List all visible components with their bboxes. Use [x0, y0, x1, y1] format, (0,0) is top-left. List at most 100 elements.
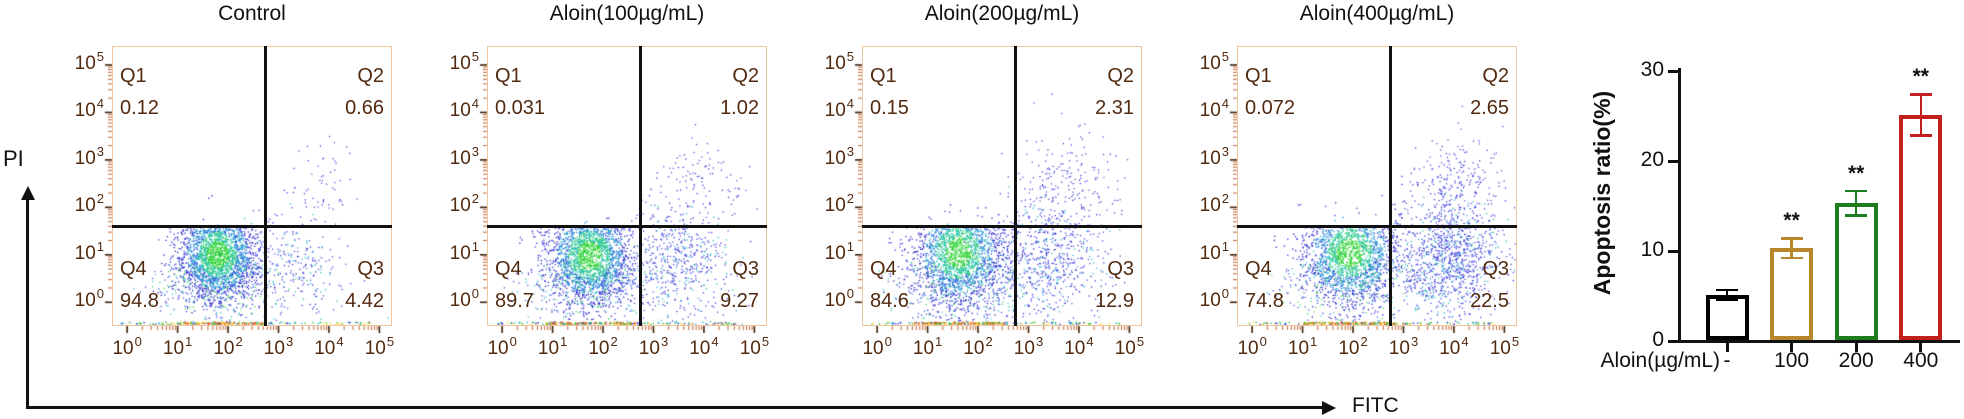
tick-exponent: 5 [1511, 334, 1520, 349]
tick-base: 10 [74, 147, 96, 169]
quadrant-divider-horizontal [862, 225, 1142, 228]
tick-exponent: 5 [761, 334, 770, 349]
error-bar-cap-bottom [1780, 256, 1803, 260]
quadrant-value-q3: 22.5 [1470, 290, 1509, 312]
x-tick-label: 101 [906, 334, 950, 360]
y-tick-label: 103 [806, 144, 854, 170]
tick-base: 10 [862, 338, 884, 359]
tick-exponent: 3 [96, 143, 104, 159]
y-tick-label: 104 [1181, 96, 1229, 122]
y-tick-label: 102 [56, 191, 104, 217]
tick-base: 10 [162, 338, 185, 359]
tick-base: 10 [824, 242, 846, 264]
significance-marker: ** [1783, 209, 1800, 233]
tick-exponent: 5 [846, 48, 854, 64]
arrowhead-up-icon [20, 186, 35, 200]
tick-exponent: 1 [1221, 238, 1229, 254]
tick-base: 10 [1439, 338, 1461, 359]
quadrant-block-q2: Q2 2.65 [1389, 60, 1509, 124]
x-tick-label: 104 [307, 334, 351, 360]
y-tick [1668, 159, 1678, 163]
quadrant-value-q1: 0.15 [870, 97, 909, 119]
y-tick-label: 30 [1640, 58, 1664, 81]
quadrant-label-q2: Q2 [732, 65, 759, 87]
tick-base: 10 [1338, 338, 1360, 359]
quadrant-block-q4: Q4 89.7 [495, 253, 534, 317]
y-tick-label: 101 [431, 239, 479, 265]
quadrant-block-q3: Q3 4.42 [264, 253, 384, 317]
quadrant-value-q1: 0.072 [1245, 97, 1296, 119]
bar [1899, 115, 1943, 340]
quadrant-value-q2: 1.02 [720, 97, 759, 119]
quadrant-divider-vertical [1013, 46, 1017, 326]
plot-area [487, 46, 767, 326]
tick-exponent: 4 [96, 96, 104, 112]
x-tick-label: 101 [531, 334, 575, 360]
tick-base: 10 [1199, 52, 1221, 74]
tick-base: 10 [963, 338, 985, 359]
tick-base: 10 [263, 338, 285, 359]
x-tick-label: 105 [357, 334, 401, 360]
tick-base: 10 [588, 338, 610, 359]
x-tick-label: 103 [631, 334, 675, 360]
x-tick-label: 105 [732, 334, 776, 360]
tick-exponent: 0 [96, 286, 104, 302]
tick-exponent: 2 [1360, 334, 1368, 349]
tick-exponent: 1 [185, 334, 193, 349]
y-tick-label: 100 [1181, 286, 1229, 312]
category-label: 200 [1838, 349, 1874, 372]
quadrant-label-q1: Q1 [495, 65, 522, 87]
quadrant-divider-horizontal [112, 225, 392, 228]
tick-base: 10 [1064, 338, 1086, 359]
tick-exponent: 5 [1136, 334, 1145, 349]
tick-exponent: 4 [1086, 334, 1094, 349]
quadrant-block-q2: Q2 2.31 [1014, 60, 1134, 124]
error-bar [1919, 94, 1923, 136]
tick-exponent: 0 [846, 286, 854, 302]
plot-area [862, 46, 1142, 326]
quadrant-block-q3: Q3 12.9 [1014, 253, 1134, 317]
x-tick-label: 104 [682, 334, 726, 360]
tick-base: 10 [314, 338, 336, 359]
x-tick-label: 102 [581, 334, 625, 360]
quadrant-value-q4: 89.7 [495, 290, 534, 312]
error-bar [1725, 289, 1729, 301]
scatter-canvas [842, 40, 1152, 340]
quadrant-value-q2: 0.66 [345, 97, 384, 119]
tick-base: 10 [1199, 290, 1221, 312]
quadrant-block-q4: Q4 84.6 [870, 253, 909, 317]
y-tick-label: 104 [806, 96, 854, 122]
tick-exponent: 1 [96, 238, 104, 254]
quadrant-label-q2: Q2 [1107, 65, 1134, 87]
pi-axis-label: PI [3, 146, 24, 171]
bar [1770, 248, 1814, 340]
quadrant-divider-vertical [263, 46, 267, 326]
quadrant-block-q4: Q4 74.8 [1245, 253, 1284, 317]
tick-exponent: 4 [711, 334, 719, 349]
tick-base: 10 [1114, 338, 1136, 359]
tick-base: 10 [74, 100, 96, 122]
x-tick-label: 103 [256, 334, 300, 360]
y-tick-label: 102 [1181, 191, 1229, 217]
error-bar-cap-top [1909, 93, 1932, 96]
y-tick-label: 101 [56, 239, 104, 265]
quadrant-value-q4: 94.8 [120, 290, 159, 312]
y-tick-label: 105 [431, 49, 479, 75]
quadrant-label-q4: Q4 [870, 258, 897, 280]
quadrant-value-q3: 4.42 [345, 290, 384, 312]
quadrant-value-q2: 2.31 [1095, 97, 1134, 119]
tick-exponent: 5 [471, 48, 479, 64]
quadrant-divider-horizontal [487, 225, 767, 228]
tick-base: 10 [449, 242, 471, 264]
error-bar-cap-bottom [1716, 298, 1738, 302]
tick-exponent: 4 [846, 96, 854, 112]
tick-exponent: 5 [1221, 48, 1229, 64]
tick-base: 10 [449, 195, 471, 217]
y-tick [1668, 339, 1678, 343]
tick-exponent: 0 [1221, 286, 1229, 302]
scatter-canvas [467, 40, 777, 340]
tick-exponent: 2 [1221, 191, 1229, 207]
tick-base: 10 [824, 147, 846, 169]
plot-area [1237, 46, 1517, 326]
